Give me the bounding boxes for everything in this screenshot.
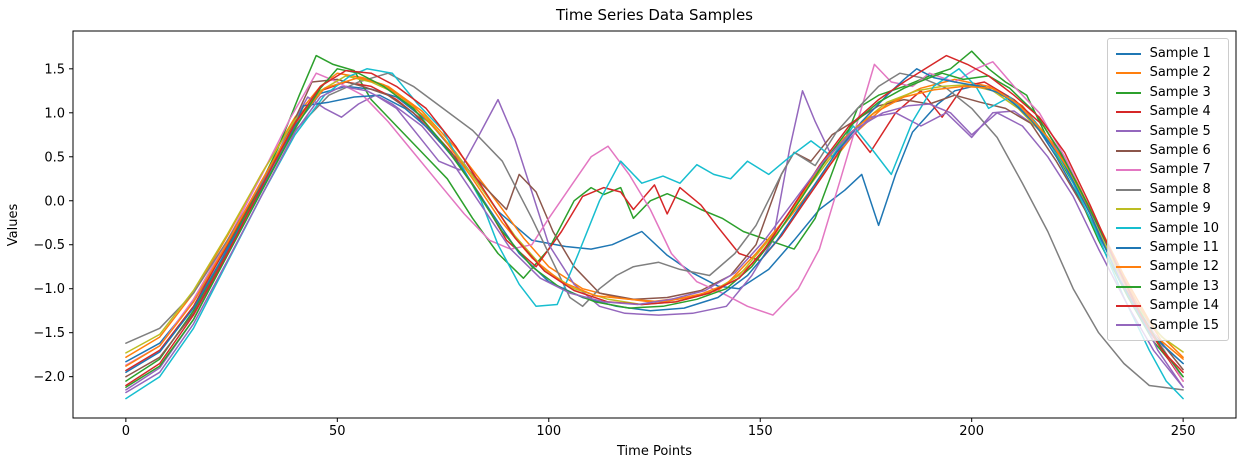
y-tick-label: −1.5 [33, 326, 65, 341]
legend-item-label: Sample 1 [1149, 46, 1211, 61]
legend-item-sample-7: Sample 7 [1115, 160, 1219, 179]
x-tick-label: 150 [748, 424, 773, 439]
legend-item-sample-1: Sample 1 [1115, 44, 1219, 63]
y-tick-label: 0.0 [44, 194, 65, 209]
legend-item-label: Sample 8 [1149, 181, 1211, 197]
legend-line-swatch [1115, 110, 1141, 113]
legend-item-sample-10: Sample 10 [1115, 219, 1219, 238]
legend-line-swatch [1115, 207, 1141, 210]
legend-item-label: Sample 14 [1149, 298, 1219, 314]
legend-line-swatch [1115, 324, 1141, 327]
legend-line-swatch [1115, 52, 1141, 55]
y-tick-label: −2.0 [33, 370, 65, 385]
x-tick-label: 100 [536, 424, 561, 439]
y-tick-label: 1.5 [44, 62, 65, 77]
legend-item-sample-12: Sample 12 [1115, 257, 1219, 276]
series-line-sample-8 [125, 72, 1184, 391]
legend-item-sample-8: Sample 8 [1115, 180, 1219, 199]
y-tick-label: 1.0 [44, 106, 65, 121]
legend-item-label: Sample 13 [1149, 278, 1219, 294]
series-line-sample-14 [125, 54, 1184, 387]
legend-item-label: Sample 11 [1149, 240, 1219, 256]
legend-item-label: Sample 4 [1149, 104, 1211, 120]
legend-item-sample-14: Sample 14 [1115, 296, 1219, 315]
series-line-sample-3 [125, 50, 1184, 382]
series-line-sample-1 [125, 83, 1184, 365]
x-tick-label: 0 [122, 424, 130, 439]
legend-item-sample-13: Sample 13 [1115, 277, 1219, 296]
legend-line-swatch [1115, 188, 1141, 191]
legend-line-swatch [1115, 149, 1141, 152]
series-line-sample-12 [125, 76, 1184, 367]
legend-line-swatch [1115, 130, 1141, 133]
legend-line-swatch [1115, 72, 1141, 75]
x-tick-label: 50 [329, 424, 346, 439]
legend-item-label: Sample 6 [1149, 143, 1211, 159]
legend-item-label: Sample 7 [1149, 162, 1211, 178]
plot-spines [72, 30, 1237, 419]
legend-item-sample-9: Sample 9 [1115, 199, 1219, 218]
legend-line-swatch [1115, 91, 1141, 94]
legend-item-label: Sample 12 [1149, 259, 1219, 275]
series-line-sample-6 [125, 78, 1184, 378]
x-axis-label: Time Points [617, 444, 692, 459]
legend-item-sample-3: Sample 3 [1115, 83, 1219, 102]
legend-line-swatch [1115, 169, 1141, 172]
legend-item-sample-15: Sample 15 [1115, 316, 1219, 335]
legend-line-swatch [1115, 227, 1141, 230]
chart-title: Time Series Data Samples [555, 6, 753, 24]
legend-item-sample-4: Sample 4 [1115, 102, 1219, 121]
legend-item-label: Sample 15 [1149, 317, 1219, 333]
legend: Sample 1 Sample 2 Sample 3 Sample 4 Sample 5… [1106, 38, 1229, 342]
series-lines [125, 50, 1184, 400]
y-tick-label: −0.5 [33, 238, 65, 253]
y-axis-label: Values [6, 203, 21, 247]
series-line-sample-13 [125, 68, 1184, 388]
legend-item-label: Sample 10 [1149, 220, 1219, 236]
legend-line-swatch [1115, 304, 1141, 307]
legend-line-swatch [1115, 285, 1141, 288]
y-tick-label: −1.0 [33, 282, 65, 297]
series-line-sample-10 [125, 68, 1184, 400]
legend-item-sample-11: Sample 11 [1115, 238, 1219, 257]
x-tick-label: 200 [959, 424, 984, 439]
legend-line-swatch [1115, 266, 1141, 269]
y-tick-label: 0.5 [44, 150, 65, 165]
legend-item-sample-2: Sample 2 [1115, 63, 1219, 82]
legend-item-sample-5: Sample 5 [1115, 122, 1219, 141]
series-line-sample-4 [125, 81, 1184, 382]
legend-line-swatch [1115, 246, 1141, 249]
series-line-sample-11 [125, 68, 1184, 374]
legend-item-label: Sample 9 [1149, 201, 1211, 217]
series-line-sample-15 [125, 85, 1184, 394]
series-line-sample-9 [125, 75, 1184, 354]
x-tick-label: 250 [1171, 424, 1196, 439]
legend-item-label: Sample 2 [1149, 65, 1211, 81]
legend-item-label: Sample 3 [1149, 84, 1211, 100]
legend-item-sample-6: Sample 6 [1115, 141, 1219, 160]
legend-item-label: Sample 5 [1149, 123, 1211, 139]
